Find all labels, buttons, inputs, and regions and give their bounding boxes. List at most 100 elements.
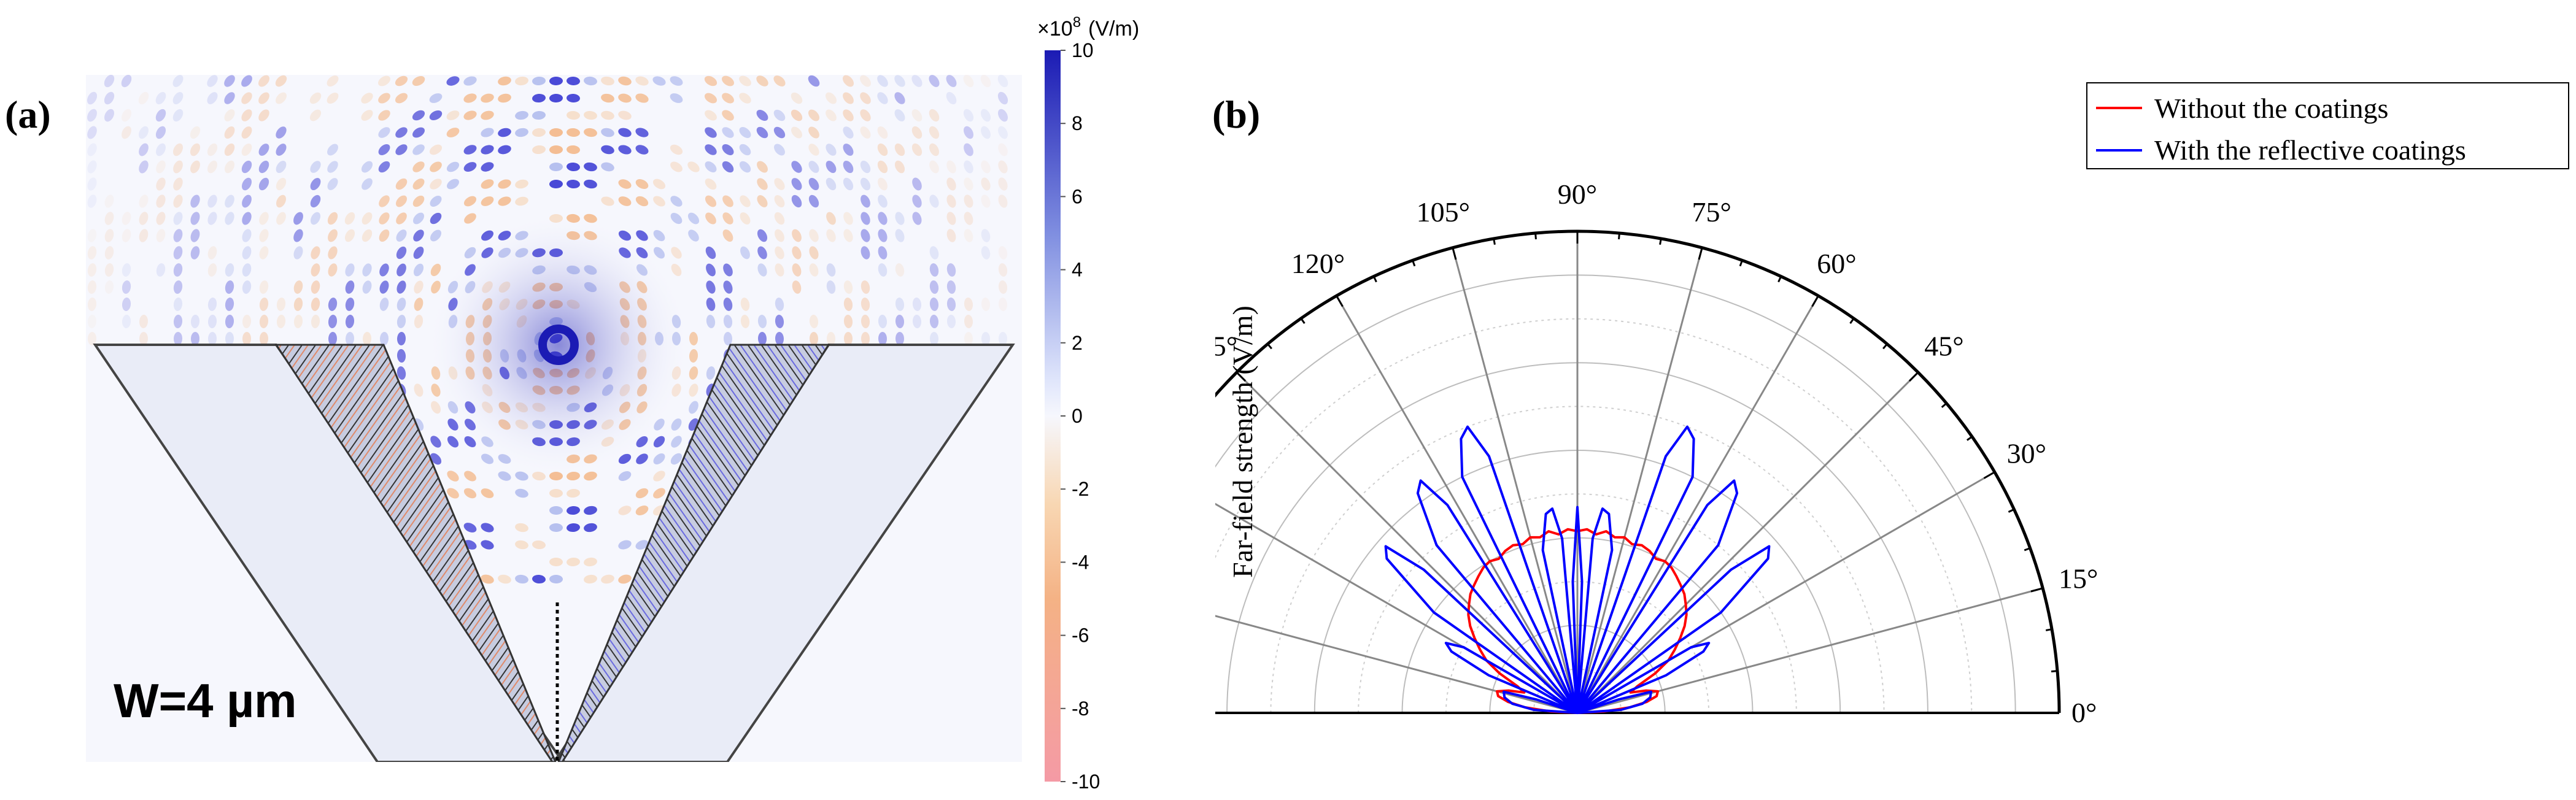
wave-blob [894,143,905,156]
wave-blob [549,557,563,567]
wave-blob [618,471,632,481]
wave-blob [379,280,389,294]
wave-blob [463,162,477,172]
wave-blob [601,145,614,155]
wave-blob [808,194,819,208]
wave-blob [584,76,597,86]
wave-blob [242,280,252,294]
wave-blob [722,93,734,104]
wave-blob [87,315,97,328]
wave-blob [549,506,563,515]
wave-blob [429,144,443,155]
wave-blob [567,128,580,137]
wave-blob [379,263,389,277]
wave-blob [328,298,338,311]
colorbar-ticks: 10 8 6 4 2 0 -2 -4 -6 -8 -10 [1061,39,1100,793]
series-layer [1384,425,1771,714]
wave-blob [929,332,939,345]
outer-tick [1236,371,1247,382]
wave-blob [172,75,184,87]
wave-blob [276,315,286,328]
outer-tick [2051,670,2058,672]
outer-tick [1300,318,1305,325]
wave-blob [481,574,494,584]
wave-blob [670,161,683,172]
wave-blob [946,75,957,87]
legend-entry-0: Without the coatings [2154,93,2388,124]
wave-blob [808,126,819,139]
wave-blob [653,196,665,207]
wave-blob [895,332,905,345]
wave-blob [877,143,888,156]
wave-blob [843,298,853,311]
wave-blob [722,195,733,207]
wave-blob [929,109,940,122]
wave-blob [670,93,683,103]
wave-blob [618,76,632,86]
wave-blob [809,229,819,242]
angular-tick-label: 60° [1817,248,1856,279]
wave-blob [121,109,132,122]
wave-blob [912,315,922,328]
wave-blob [739,93,751,104]
wave-blob [224,75,235,87]
center-ring [538,325,579,365]
wave-blob [155,91,166,105]
wave-blob [877,92,888,104]
wave-blob [464,213,476,224]
wave-blob [463,76,477,86]
wave-blob [808,144,819,156]
wave-blob [757,315,767,328]
wave-blob [412,75,425,87]
wave-blob [207,246,217,260]
wave-blob [808,177,819,191]
wave-blob [532,110,546,120]
colorbar-gradient [1045,50,1061,782]
wave-blob [446,128,460,137]
wave-blob [706,315,716,328]
wave-blob [104,109,114,122]
wave-blob [190,194,200,208]
wave-blob [998,143,1008,156]
wave-blob [998,177,1008,191]
wave-blob [878,212,888,225]
wave-blob [722,127,734,138]
wave-blob [481,162,494,172]
wave-blob [190,143,201,156]
colorbar-tick-label: 4 [1072,259,1083,281]
wave-blob [190,246,200,260]
field-map [86,74,1022,763]
wave-blob [327,178,338,190]
wave-blob [378,127,390,138]
colorbar-tick-label: 8 [1072,112,1083,134]
wave-blob [241,75,252,87]
wave-blob [242,332,252,345]
wave-blob [791,178,802,190]
wave-blob [929,263,939,277]
wave-blob [344,229,355,242]
wave-blob [173,332,183,345]
wave-blob [104,280,114,294]
wave-blob [964,160,973,174]
outer-tick [1777,275,1782,283]
wave-blob [532,145,546,155]
wave-blob [722,75,734,87]
wave-blob [792,263,802,277]
wave-blob [241,109,252,121]
wave-blob [722,229,733,242]
wave-blob [601,76,614,86]
wave-blob [773,109,786,121]
wave-blob [705,195,717,207]
wave-blob [964,126,973,139]
wave-blob [190,315,200,328]
wave-blob [997,91,1008,105]
wave-blob [498,76,511,86]
wave-blob [378,75,390,87]
wave-blob [756,109,768,121]
wave-blob [515,540,528,550]
wave-blob [584,557,597,567]
wave-blob [225,194,234,208]
wave-blob [379,229,390,242]
wave-blob [311,263,320,277]
wave-blob [912,177,922,191]
